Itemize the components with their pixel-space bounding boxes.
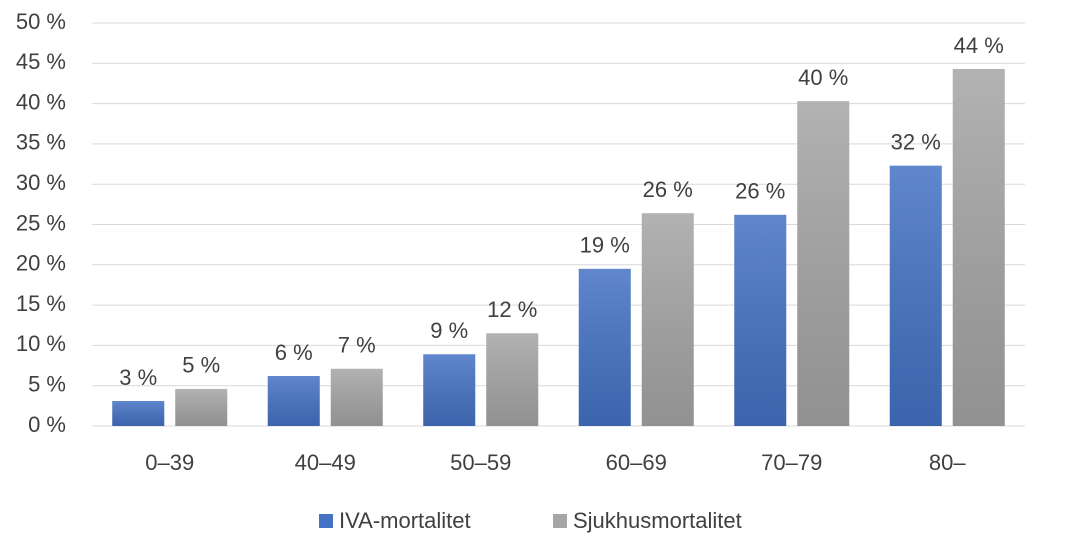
bar-shade <box>952 68 1005 426</box>
y-tick-label: 0 % <box>28 412 66 437</box>
data-label: 32 % <box>891 129 941 154</box>
data-label: 7 % <box>338 333 376 358</box>
bar-shade <box>797 101 850 426</box>
legend-swatch <box>319 514 333 528</box>
bar-shade <box>267 376 320 426</box>
y-tick-label: 20 % <box>16 251 66 276</box>
x-tick-label: 60–69 <box>606 450 667 475</box>
bar-shade <box>578 268 631 426</box>
x-tick-label: 0–39 <box>145 450 194 475</box>
x-tick-label: 50–59 <box>450 450 511 475</box>
data-label: 6 % <box>275 340 313 365</box>
y-tick-label: 30 % <box>16 170 66 195</box>
y-tick-label: 5 % <box>28 372 66 397</box>
y-tick-label: 45 % <box>16 49 66 74</box>
data-label: 9 % <box>430 318 468 343</box>
bar-shade <box>734 214 787 426</box>
bar-shade <box>112 401 165 426</box>
data-label: 5 % <box>182 353 220 378</box>
bar-shade <box>641 213 694 426</box>
y-tick-label: 25 % <box>16 210 66 235</box>
data-label: 26 % <box>643 177 693 202</box>
y-tick-label: 10 % <box>16 331 66 356</box>
data-label: 3 % <box>119 365 157 390</box>
data-label: 40 % <box>798 65 848 90</box>
legend-swatch <box>553 514 567 528</box>
legend-label: IVA-mortalitet <box>339 508 471 533</box>
data-label: 44 % <box>954 33 1004 58</box>
x-tick-label: 40–49 <box>295 450 356 475</box>
y-tick-label: 50 % <box>16 9 66 34</box>
bar-shade <box>889 165 942 427</box>
data-label: 19 % <box>580 233 630 258</box>
bar-shade <box>175 388 228 426</box>
y-tick-label: 40 % <box>16 89 66 114</box>
bar-shade <box>423 354 476 426</box>
bar-shade <box>486 333 539 426</box>
data-label: 12 % <box>487 297 537 322</box>
x-tick-label: 80– <box>929 450 966 475</box>
bar-shade <box>330 368 383 426</box>
x-tick-label: 70–79 <box>761 450 822 475</box>
data-label: 26 % <box>735 179 785 204</box>
y-tick-label: 35 % <box>16 130 66 155</box>
y-tick-label: 15 % <box>16 291 66 316</box>
legend-label: Sjukhusmortalitet <box>573 508 742 533</box>
